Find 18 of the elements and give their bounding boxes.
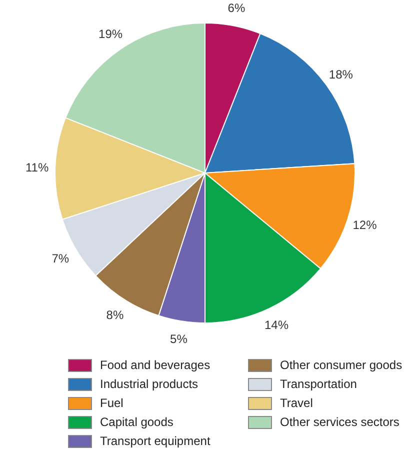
data-label: 18% (328, 67, 354, 82)
legend-label: Capital goods (100, 415, 174, 429)
legend-label: Transport equipment (100, 434, 210, 448)
data-label: 6% (228, 0, 246, 15)
data-label: 8% (106, 308, 124, 322)
data-label: 5% (170, 332, 188, 346)
data-label: 11% (26, 160, 49, 175)
legend-label: Travel (280, 396, 313, 410)
data-label: 7% (52, 252, 70, 266)
legend-label: Industrial products (100, 377, 198, 391)
legend-label: Other services sectors (280, 415, 400, 429)
legend-label: Fuel (100, 396, 124, 410)
legend-label: Food and beverages (100, 358, 210, 372)
data-label: 14% (264, 318, 289, 332)
legend-label: Other consumer goods (280, 358, 402, 372)
legend-label: Transportation (280, 377, 357, 391)
data-label: 12% (352, 218, 378, 232)
data-label: 19% (98, 27, 123, 42)
